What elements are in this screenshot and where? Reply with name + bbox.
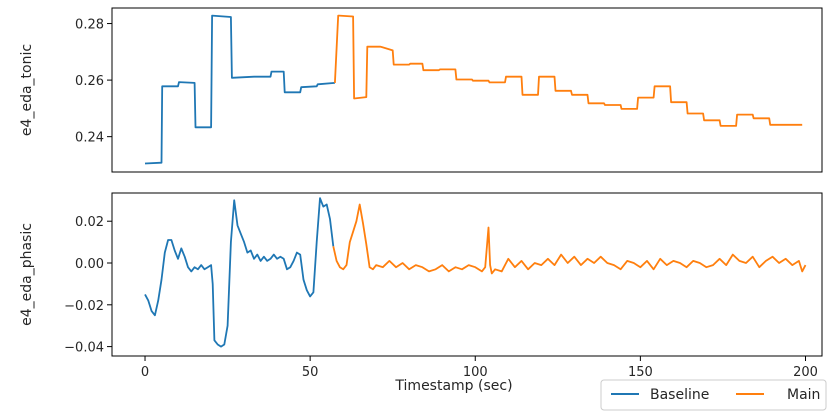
y-tick-label: −0.02 — [64, 299, 104, 314]
x-tick-label: 50 — [302, 365, 319, 380]
series-line-baseline-panel-0 — [144, 14, 335, 165]
x-tick-label: 200 — [793, 365, 818, 380]
y-tick-label: −0.04 — [64, 341, 104, 356]
x-axis-label: Timestamp (sec) — [394, 378, 512, 394]
series-line-baseline-panel-1 — [144, 197, 335, 348]
axes-frame-panel-0 — [111, 7, 823, 173]
x-tick-label: 0 — [141, 365, 149, 380]
series-line-main-panel-1 — [332, 203, 807, 275]
legend-label-main: Main — [787, 387, 820, 403]
x-tick-label: 100 — [463, 365, 488, 380]
legend: Baseline Main — [600, 379, 827, 411]
y-tick-label: 0.24 — [75, 131, 104, 146]
y-tick-label: 0.28 — [75, 18, 104, 33]
y-axis-label-panel-0: e4_eda_tonic — [19, 44, 35, 136]
y-tick-label: 0.02 — [75, 215, 104, 230]
axes-frame-panel-1 — [111, 192, 823, 357]
x-tick-label: 150 — [628, 365, 653, 380]
series-line-main-panel-0 — [334, 14, 803, 127]
y-axis-label-panel-1: e4_eda_phasic — [19, 223, 35, 326]
tonic-panel: 0.24 0.26 0.28 e4_eda_tonic — [19, 7, 823, 173]
legend-label-baseline: Baseline — [650, 387, 709, 403]
phasic-panel: −0.04 −0.02 0.00 0.02 e4_eda_phasic 0 50 100 150… — [19, 192, 823, 380]
y-tick-label: 0.26 — [75, 74, 104, 89]
y-tick-label: 0.00 — [75, 257, 104, 272]
legend-box — [600, 379, 827, 411]
